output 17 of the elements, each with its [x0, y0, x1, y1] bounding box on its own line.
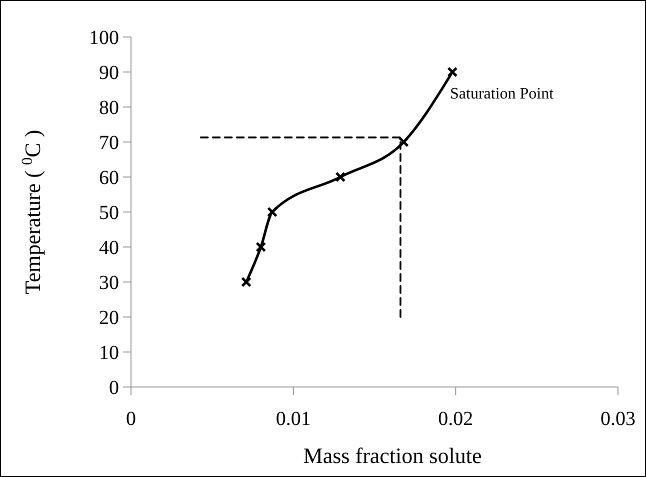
y-tick-label: 50: [99, 202, 119, 224]
y-tick-label: 100: [89, 27, 119, 49]
y-tick-label: 30: [99, 272, 119, 294]
x-tick-label: 0.03: [600, 408, 636, 430]
y-tick-label: 80: [99, 97, 119, 119]
x-tick-label: 0: [126, 408, 136, 430]
y-tick-label: 40: [99, 237, 119, 259]
y-tick-label: 60: [99, 167, 119, 189]
x-tick-label: 0.02: [438, 408, 474, 430]
x-tick-label: 0.01: [276, 408, 311, 430]
y-tick-label: 20: [99, 307, 119, 329]
y-tick-label: 10: [99, 342, 119, 364]
x-axis-title: Mass fraction solute: [303, 443, 482, 468]
y-tick-label: 0: [109, 377, 119, 399]
y-tick-label: 70: [99, 132, 119, 154]
annotation: Saturation Point: [450, 86, 554, 103]
y-tick-label: 90: [99, 62, 119, 84]
